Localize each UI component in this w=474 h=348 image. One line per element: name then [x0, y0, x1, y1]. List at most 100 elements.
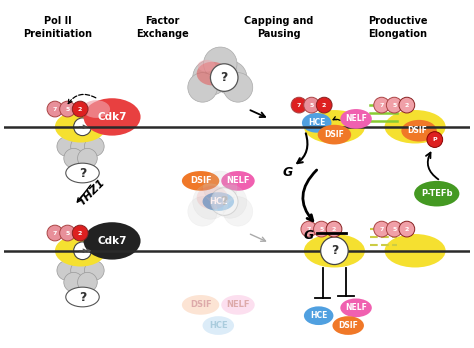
- Text: DSIF: DSIF: [190, 176, 211, 185]
- Text: HCE: HCE: [209, 197, 228, 206]
- Text: 7: 7: [53, 230, 57, 236]
- Circle shape: [60, 225, 75, 241]
- Text: Capping and
Pausing: Capping and Pausing: [244, 16, 314, 39]
- Text: Cdk7: Cdk7: [97, 236, 127, 246]
- Circle shape: [84, 137, 104, 156]
- Circle shape: [71, 261, 91, 280]
- Circle shape: [213, 61, 247, 94]
- Ellipse shape: [332, 316, 364, 335]
- Ellipse shape: [197, 62, 228, 86]
- Circle shape: [316, 97, 332, 113]
- Text: 7: 7: [380, 227, 384, 232]
- Circle shape: [301, 221, 317, 237]
- Text: Factor
Exchange: Factor Exchange: [136, 16, 189, 39]
- Text: 5: 5: [65, 106, 70, 112]
- Circle shape: [47, 101, 63, 117]
- Ellipse shape: [340, 299, 372, 317]
- Text: ?: ?: [220, 195, 228, 208]
- Text: NELF: NELF: [226, 300, 250, 309]
- Ellipse shape: [401, 120, 437, 142]
- Circle shape: [193, 184, 228, 219]
- Circle shape: [326, 221, 342, 237]
- Ellipse shape: [202, 316, 234, 335]
- Ellipse shape: [302, 113, 331, 133]
- Ellipse shape: [197, 186, 228, 209]
- Circle shape: [188, 73, 217, 102]
- Text: HCE: HCE: [209, 321, 228, 330]
- Ellipse shape: [384, 234, 446, 268]
- Circle shape: [57, 137, 77, 156]
- Ellipse shape: [202, 192, 234, 211]
- Ellipse shape: [198, 60, 215, 72]
- Circle shape: [314, 221, 329, 237]
- Text: P: P: [432, 137, 437, 142]
- Text: G: G: [282, 166, 292, 179]
- Text: 2: 2: [322, 103, 327, 108]
- Circle shape: [73, 118, 91, 136]
- Text: 2: 2: [78, 230, 82, 236]
- Circle shape: [291, 97, 307, 113]
- Circle shape: [399, 221, 415, 237]
- Text: ?: ?: [220, 71, 228, 84]
- Circle shape: [223, 197, 253, 226]
- Text: HCE: HCE: [310, 311, 328, 320]
- Circle shape: [78, 148, 97, 168]
- Text: THZ1: THZ1: [77, 177, 108, 208]
- Ellipse shape: [83, 98, 141, 136]
- Circle shape: [223, 73, 253, 102]
- Text: 7: 7: [297, 103, 301, 108]
- Circle shape: [386, 221, 402, 237]
- Circle shape: [57, 261, 77, 280]
- Ellipse shape: [82, 100, 110, 118]
- Circle shape: [374, 97, 390, 113]
- Circle shape: [84, 261, 104, 280]
- Ellipse shape: [55, 235, 106, 267]
- Circle shape: [188, 197, 217, 226]
- Ellipse shape: [414, 181, 459, 206]
- Text: HCE: HCE: [308, 118, 325, 127]
- Text: Productive
Elongation: Productive Elongation: [368, 16, 428, 39]
- Text: DSIF: DSIF: [407, 126, 427, 135]
- Circle shape: [64, 148, 83, 168]
- Circle shape: [210, 64, 238, 91]
- Circle shape: [203, 171, 237, 205]
- Ellipse shape: [340, 109, 372, 129]
- Text: 5: 5: [392, 103, 396, 108]
- Circle shape: [72, 101, 88, 117]
- Circle shape: [304, 97, 319, 113]
- Text: DSIF: DSIF: [190, 300, 211, 309]
- Text: 2: 2: [78, 106, 82, 112]
- Circle shape: [193, 60, 228, 95]
- Text: DSIF: DSIF: [338, 321, 358, 330]
- Text: 2: 2: [332, 227, 336, 232]
- Text: 7: 7: [307, 227, 311, 232]
- Ellipse shape: [304, 234, 365, 268]
- Text: G: G: [304, 229, 314, 242]
- Ellipse shape: [55, 111, 106, 143]
- Ellipse shape: [318, 125, 351, 144]
- Text: ?: ?: [331, 244, 338, 257]
- Circle shape: [213, 185, 247, 218]
- Text: P-TEFb: P-TEFb: [421, 189, 453, 198]
- Text: 2: 2: [405, 103, 409, 108]
- Ellipse shape: [221, 295, 255, 315]
- Circle shape: [73, 242, 91, 260]
- Circle shape: [210, 188, 238, 215]
- Circle shape: [386, 97, 402, 113]
- Circle shape: [60, 101, 75, 117]
- Circle shape: [64, 272, 83, 292]
- Ellipse shape: [83, 222, 141, 260]
- Text: 5: 5: [392, 227, 396, 232]
- Text: ?: ?: [79, 166, 86, 180]
- Text: NELF: NELF: [345, 114, 367, 124]
- Circle shape: [427, 132, 443, 148]
- Ellipse shape: [66, 163, 99, 183]
- Ellipse shape: [384, 110, 446, 143]
- Circle shape: [203, 47, 237, 80]
- Circle shape: [320, 237, 348, 264]
- Text: 2: 2: [405, 227, 409, 232]
- Circle shape: [399, 97, 415, 113]
- Circle shape: [78, 272, 97, 292]
- Text: 7: 7: [53, 106, 57, 112]
- Text: Pol II
Preinitiation: Pol II Preinitiation: [23, 16, 92, 39]
